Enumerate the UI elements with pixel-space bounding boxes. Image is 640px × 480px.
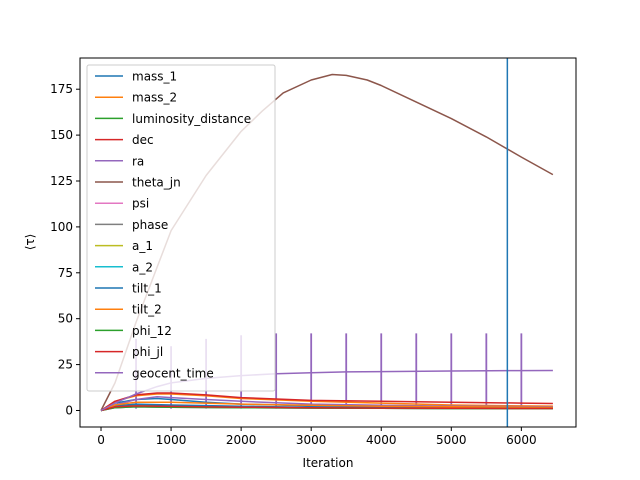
y-axis-label: ⟨τ⟩ <box>23 234 37 251</box>
x-tick-label: 5000 <box>436 433 467 447</box>
legend-label: mass_1 <box>132 70 177 84</box>
x-axis-label: Iteration <box>303 456 354 470</box>
x-tick-label: 1000 <box>156 433 187 447</box>
legend-label: tilt_2 <box>132 303 162 317</box>
legend-label: phase <box>132 218 168 232</box>
y-tick-label: 125 <box>50 174 73 188</box>
y-tick-label: 75 <box>58 266 73 280</box>
series-line-tilt-2 <box>100 401 553 412</box>
x-tick-label: 2000 <box>226 433 257 447</box>
plot-lines <box>100 58 554 427</box>
legend-label: tilt_1 <box>132 282 162 296</box>
legend-label: phi_jl <box>132 345 163 359</box>
plot-frame <box>79 57 577 428</box>
y-tick-label: 50 <box>58 312 73 326</box>
legend-label: mass_2 <box>132 91 177 105</box>
x-tick-label: 3000 <box>296 433 327 447</box>
legend-label: geocent_time <box>132 366 214 380</box>
legend-label: theta_jn <box>132 176 181 190</box>
series-line-phi-jl <box>100 405 553 412</box>
legend-label: dec <box>132 133 154 147</box>
x-tick-label: 0 <box>97 433 105 447</box>
y-axis: 0 25 50 75 100 125 150 175 <box>50 82 80 417</box>
x-tick-label: 6000 <box>506 433 537 447</box>
legend-label: phi_12 <box>132 324 172 338</box>
legend-label: ra <box>132 154 144 168</box>
legend-label: a_1 <box>132 239 153 253</box>
x-tick-label: 4000 <box>366 433 397 447</box>
legend-label: psi <box>132 197 149 211</box>
y-tick-label: 175 <box>50 82 73 96</box>
legend-label: a_2 <box>132 260 153 274</box>
legend-box <box>86 64 276 392</box>
x-axis: 0 1000 2000 3000 4000 5000 6000 <box>97 427 537 447</box>
y-tick-label: 100 <box>50 220 73 234</box>
legend-label: luminosity_distance <box>132 112 251 126</box>
y-tick-label: 150 <box>50 128 73 142</box>
y-tick-label: 0 <box>65 403 73 417</box>
y-tick-label: 25 <box>58 358 73 372</box>
